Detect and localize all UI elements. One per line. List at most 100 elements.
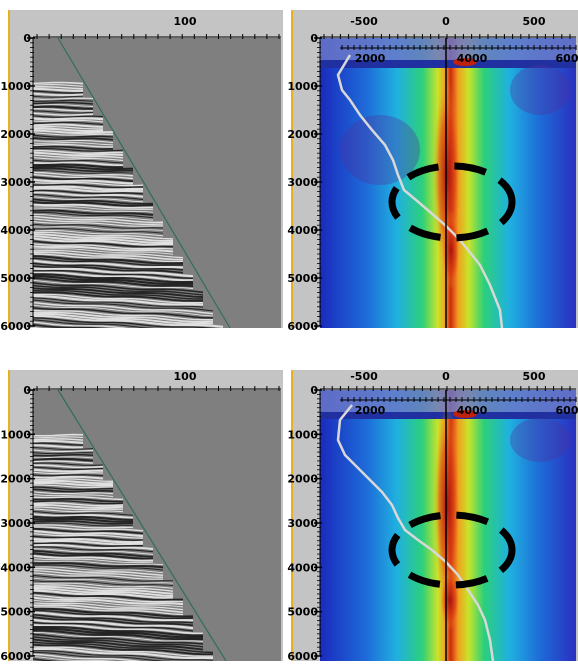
seismic-trace xyxy=(33,647,214,660)
seismic-trace xyxy=(33,589,174,599)
seismic-trace xyxy=(33,549,154,558)
top-velocity-label-4000: 4000 xyxy=(457,52,488,65)
bottom-right-axis-label-500: 500 xyxy=(523,370,546,383)
seismic-trace xyxy=(33,475,104,480)
seismic-trace xyxy=(33,185,143,191)
seismic-trace xyxy=(33,653,142,661)
seismic-trace xyxy=(33,582,174,589)
seismic-trace xyxy=(33,117,104,121)
seismic-trace xyxy=(33,203,154,209)
depth-tick-label: 1000 xyxy=(287,428,318,441)
seismic-trace xyxy=(33,287,204,299)
bottom-left-axis-label-100: 100 xyxy=(174,370,197,383)
seismic-trace xyxy=(33,552,154,560)
bottom-right-axis-label-0: 0 xyxy=(442,370,450,383)
seismic-trace xyxy=(33,170,134,174)
seismic-trace xyxy=(33,249,184,259)
seismic-trace xyxy=(33,510,134,516)
depth-tick-label: 2000 xyxy=(287,128,318,141)
top-right-yellow-edge xyxy=(291,10,293,328)
top-right-axis-label-0: 0 xyxy=(442,15,450,28)
seismic-trace xyxy=(33,147,124,152)
seismic-trace xyxy=(33,311,214,323)
seismic-trace xyxy=(33,97,94,100)
seismic-trace xyxy=(33,655,115,661)
bottom-right-yellow-edge xyxy=(291,370,293,661)
seismic-trace xyxy=(33,301,214,315)
seismic-trace xyxy=(33,95,84,98)
depth-tick-label: 3000 xyxy=(287,517,318,530)
seismic-trace xyxy=(33,629,204,641)
seismic-trace xyxy=(33,151,124,157)
seismic-trace xyxy=(33,527,144,535)
seismic-trace xyxy=(33,85,84,90)
top-velocity-label-2000: 2000 xyxy=(355,52,386,65)
top-seismic-traces xyxy=(33,81,224,328)
seismic-trace xyxy=(33,466,104,471)
seismic-trace xyxy=(33,650,214,661)
seismic-trace xyxy=(33,517,134,523)
top-right-axis-label-500: 500 xyxy=(523,15,546,28)
seismic-trace xyxy=(33,277,194,287)
seismic-trace xyxy=(33,127,104,133)
seismic-trace xyxy=(33,115,104,118)
top-left-yellow-edge xyxy=(8,10,10,328)
seismic-trace xyxy=(33,646,213,657)
seismic-trace xyxy=(33,297,204,308)
seismic-trace xyxy=(33,500,124,505)
seismic-trace xyxy=(33,193,144,200)
seismic-trace xyxy=(33,279,194,289)
top-velocity-ticks xyxy=(341,45,577,50)
seismic-trace xyxy=(33,584,174,592)
depth-tick-label: 5000 xyxy=(0,272,31,285)
seismic-trace xyxy=(33,137,114,141)
seismic-trace xyxy=(33,567,164,576)
seismic-trace xyxy=(33,313,214,325)
seismic-trace xyxy=(33,211,154,219)
seismic-trace xyxy=(33,321,129,328)
depth-tick-label: 0 xyxy=(23,384,31,397)
seismic-trace xyxy=(33,293,204,304)
seismic-trace xyxy=(33,478,114,482)
seismic-trace xyxy=(33,81,84,85)
seismic-trace xyxy=(33,449,94,453)
bottom-velocity-ticks xyxy=(341,397,577,402)
bottom-velocity-label-2000: 2000 xyxy=(355,404,386,417)
seismic-trace xyxy=(33,171,134,177)
seismic-trace xyxy=(33,284,204,296)
top-highlight-ring xyxy=(388,162,516,242)
seismic-trace xyxy=(33,535,144,541)
seismic-trace xyxy=(33,515,134,521)
depth-tick-label: 3000 xyxy=(0,517,31,530)
bottom-velocity-label-600: 600 xyxy=(556,404,578,417)
seismic-trace xyxy=(33,209,154,216)
seismic-trace xyxy=(33,498,123,503)
seismic-trace xyxy=(33,220,164,227)
seismic-trace xyxy=(33,532,144,539)
seismic-trace xyxy=(33,651,194,661)
seismic-trace xyxy=(33,594,184,603)
depth-tick-label: 3000 xyxy=(0,176,31,189)
seismic-trace xyxy=(33,580,174,587)
seismic-trace xyxy=(33,289,204,300)
seismic-trace xyxy=(33,129,114,135)
seismic-trace xyxy=(33,273,194,284)
seismic-trace xyxy=(33,215,164,224)
seismic-trace xyxy=(33,173,134,180)
bottom-highlight-ring xyxy=(388,511,516,589)
seismic-trace xyxy=(33,165,134,171)
seismic-trace xyxy=(33,572,164,580)
seismic-trace xyxy=(33,484,114,489)
seismic-trace xyxy=(33,625,204,637)
seismic-trace xyxy=(33,326,44,328)
seismic-trace xyxy=(33,123,104,128)
seismic-trace xyxy=(33,92,84,97)
seismic-trace xyxy=(33,178,134,185)
top-left-top-ticks xyxy=(36,34,280,39)
seismic-trace xyxy=(33,181,144,187)
seismic-trace xyxy=(33,496,124,501)
depth-tick-label: 2000 xyxy=(0,473,31,486)
depth-tick-label: 0 xyxy=(310,384,318,397)
seismic-trace xyxy=(33,562,164,569)
